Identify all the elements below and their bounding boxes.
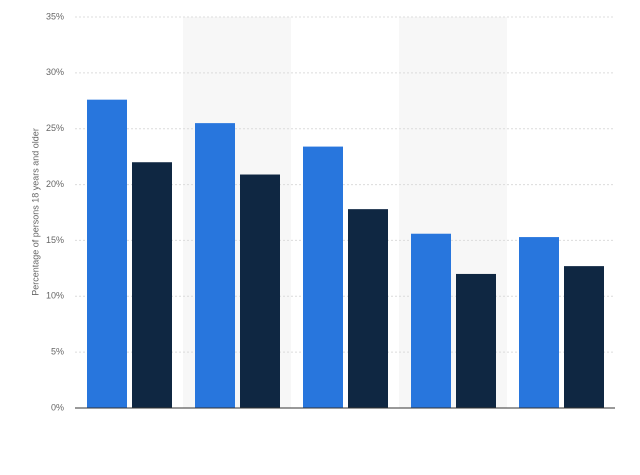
y-tick-label: 15%: [46, 235, 64, 245]
bar: [132, 162, 172, 408]
bar: [348, 209, 388, 408]
y-tick-label: 30%: [46, 67, 64, 77]
y-axis-label: Percentage of persons 18 years and older: [30, 128, 40, 296]
y-tick-label: 0%: [51, 402, 64, 412]
bar: [303, 146, 343, 409]
y-tick-label: 25%: [46, 123, 64, 133]
y-tick-label: 20%: [46, 179, 64, 189]
bar: [411, 233, 451, 408]
bar: [240, 174, 280, 408]
y-tick-label: 35%: [46, 11, 64, 21]
bar: [195, 123, 235, 408]
bar: [519, 237, 559, 408]
y-tick-label: 5%: [51, 347, 64, 357]
bar: [87, 99, 127, 408]
bar: [564, 266, 604, 408]
y-tick-label: 10%: [46, 291, 64, 301]
bar: [456, 273, 496, 408]
